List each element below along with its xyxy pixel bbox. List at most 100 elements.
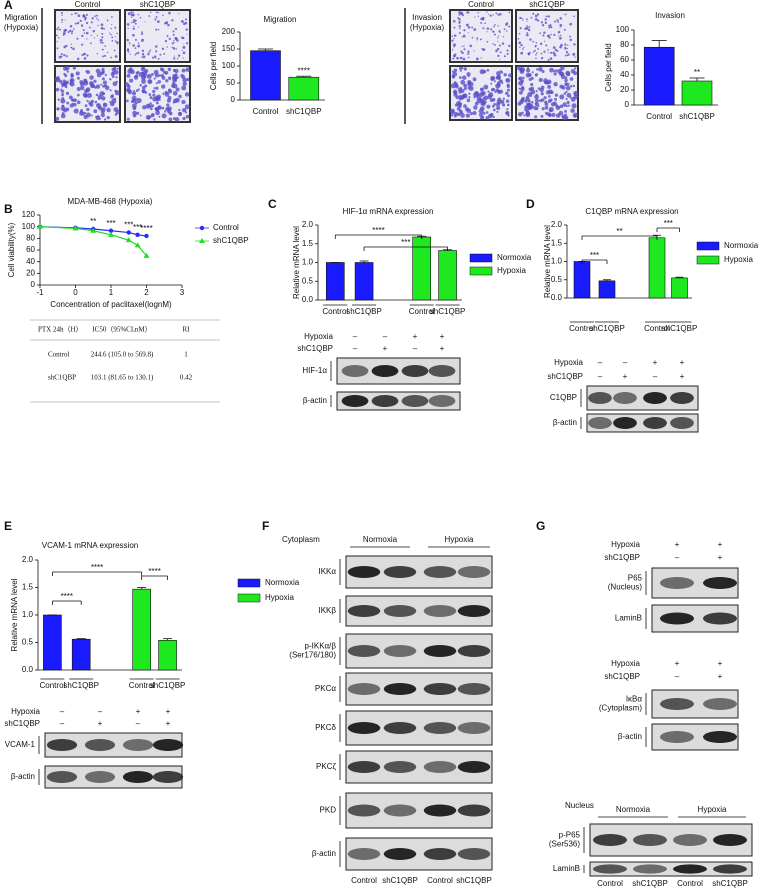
cell: [62, 31, 66, 35]
cell: [549, 67, 554, 73]
marker: [134, 242, 141, 248]
cell: [467, 12, 470, 14]
cell: [111, 24, 113, 26]
cell: [459, 86, 462, 90]
cell: [132, 91, 137, 96]
cell: [101, 107, 106, 112]
condition-label: shC1QBP: [547, 372, 583, 381]
cell: [505, 23, 508, 26]
cell: [566, 92, 572, 98]
cell: [481, 48, 484, 51]
cell: [166, 46, 168, 48]
cell: [71, 30, 74, 33]
cell: [451, 74, 455, 78]
blot-band: [122, 739, 154, 751]
cell: [486, 40, 489, 43]
y-tick-label: 100: [22, 222, 36, 231]
cell: [479, 98, 484, 103]
condition-mark: –: [98, 707, 103, 716]
cell: [97, 97, 100, 100]
cell: [540, 85, 545, 90]
cell: [180, 73, 184, 78]
blot-band: [84, 771, 116, 783]
blot-band: [673, 834, 707, 846]
cell: [573, 67, 577, 70]
band-label: LaminB: [615, 614, 642, 623]
cell: [142, 66, 145, 70]
cell: [126, 23, 130, 26]
cell: [497, 54, 500, 58]
cell: [463, 87, 467, 91]
cell: [73, 108, 79, 114]
chart-title: VCAM-1 mRNA expression: [42, 541, 138, 550]
cell: [473, 50, 475, 52]
cell: [497, 97, 501, 101]
cell: [114, 113, 118, 116]
cell: [463, 104, 467, 109]
cell: [176, 57, 179, 60]
cell: [506, 49, 509, 52]
cell: [554, 48, 558, 52]
cell: [453, 26, 456, 29]
cell: [152, 89, 156, 93]
cell: [60, 53, 63, 56]
significance: ****: [140, 224, 152, 233]
cell: [113, 49, 116, 52]
cell: [171, 19, 174, 22]
image-column-label: Control: [75, 0, 101, 9]
cell: [68, 95, 73, 100]
cell: [573, 94, 579, 100]
cell: [556, 50, 559, 53]
cell: [83, 57, 87, 60]
cell: [479, 91, 485, 97]
cell: [543, 50, 546, 53]
panel-label: C: [268, 197, 277, 211]
cell: [182, 57, 184, 59]
condition-mark: –: [598, 358, 603, 367]
cell: [56, 47, 59, 50]
cell: [559, 16, 562, 20]
cell: [525, 68, 531, 73]
cell: [93, 79, 97, 83]
cell: [453, 43, 456, 47]
cell: [490, 75, 496, 81]
cell: [480, 106, 485, 111]
cell: [142, 105, 147, 110]
cell: [460, 50, 463, 53]
cell: [109, 32, 111, 34]
cell: [496, 81, 501, 85]
cell: [551, 112, 556, 118]
cell: [561, 114, 566, 119]
cell: [129, 78, 134, 83]
cell: [95, 68, 101, 74]
condition-mark: –: [623, 358, 628, 367]
blot-band: [371, 365, 399, 377]
cell: [58, 55, 62, 59]
cell: [471, 26, 474, 29]
cell: [541, 69, 545, 73]
cell: [77, 93, 80, 97]
y-tick-label: 0.0: [302, 295, 314, 304]
blot-band: [428, 365, 456, 377]
cell: [182, 81, 187, 87]
cell: [540, 52, 543, 55]
cell: [521, 111, 524, 115]
blot-band: [457, 848, 491, 860]
x-tick-label: shC1QBP: [430, 307, 466, 316]
cell: [162, 92, 165, 95]
cell: [132, 106, 137, 111]
blot-band: [660, 577, 694, 589]
cell: [529, 38, 532, 41]
cell: [70, 46, 73, 49]
cell: [550, 51, 553, 54]
cell: [155, 45, 158, 48]
legend-swatch: [696, 241, 720, 251]
condition-label: shC1QBP: [4, 719, 40, 728]
marker: [108, 228, 114, 233]
cell: [172, 81, 176, 85]
cell: [72, 98, 77, 103]
band-label: (Ser176/180): [289, 651, 336, 660]
cell: [70, 30, 72, 32]
cell: [536, 68, 539, 71]
cell: [497, 40, 499, 42]
